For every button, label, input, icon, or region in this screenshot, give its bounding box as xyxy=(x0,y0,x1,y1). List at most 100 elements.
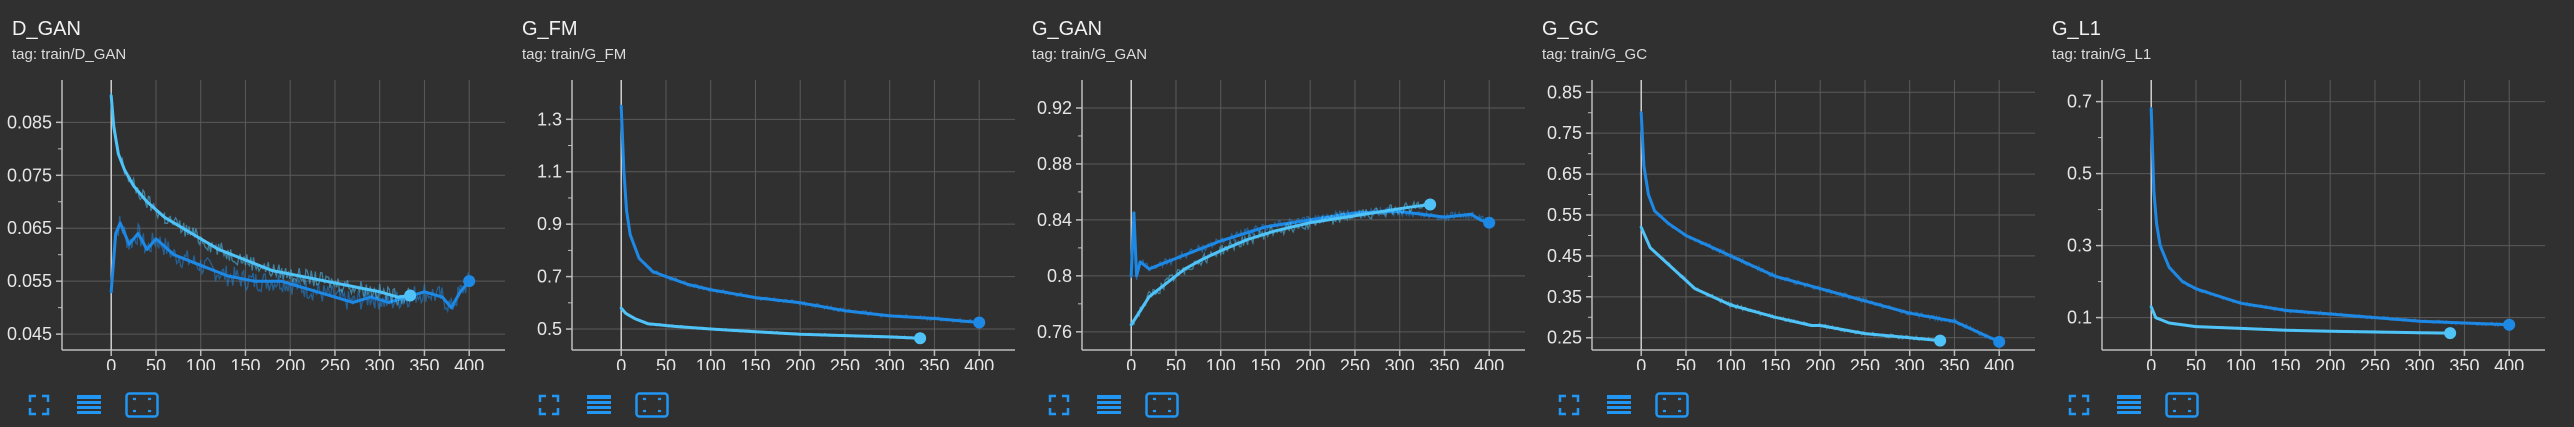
x-tick-label: 0 xyxy=(616,356,626,370)
series-line[interactable] xyxy=(619,104,981,324)
fit-domain-icon[interactable] xyxy=(124,390,160,420)
y-tick-label: 0.85 xyxy=(1547,82,1582,102)
line-chart[interactable]: 0.045 0.055 0.065 0.075 0.085 0 50 100 150 200 250… xyxy=(0,70,510,370)
series-end-marker[interactable] xyxy=(2444,327,2457,340)
fullscreen-icon[interactable] xyxy=(2064,390,2094,420)
x-tick-label: 150 xyxy=(740,356,770,370)
y-tick-label: 0.65 xyxy=(1547,164,1582,184)
series-line[interactable] xyxy=(2149,107,2511,327)
x-tick-label: 400 xyxy=(1474,356,1504,370)
fullscreen-icon[interactable] xyxy=(24,390,54,420)
series-end-marker[interactable] xyxy=(973,316,986,329)
series-line[interactable] xyxy=(109,221,471,310)
data-table-icon[interactable] xyxy=(1094,390,1124,420)
chart-title: D_GAN xyxy=(12,18,81,40)
series-end-marker[interactable] xyxy=(1483,216,1496,229)
fullscreen-icon[interactable] xyxy=(1044,390,1074,420)
x-tick-label: 150 xyxy=(1760,356,1790,370)
x-tick-label: 0 xyxy=(1636,356,1646,370)
data-table-icon[interactable] xyxy=(2114,390,2144,420)
x-tick-label: 200 xyxy=(785,356,815,370)
series-line[interactable] xyxy=(1639,111,2001,344)
series-end-marker[interactable] xyxy=(1934,334,1947,347)
y-tick-label: 0.9 xyxy=(537,214,562,234)
x-tick-label: 350 xyxy=(1429,356,1459,370)
data-table-icon[interactable] xyxy=(1604,390,1634,420)
x-tick-label: 150 xyxy=(230,356,260,370)
series-line[interactable] xyxy=(1639,225,1942,343)
chart-title: G_FM xyxy=(522,18,578,40)
fit-domain-icon[interactable] xyxy=(634,390,670,420)
x-tick-label: 150 xyxy=(2270,356,2300,370)
chart-tag: tag: train/G_GC xyxy=(1542,46,1648,63)
line-chart[interactable]: 0.5 0.7 0.9 1.1 1.3 0 50 100 150 200 250 300 350 400 xyxy=(510,70,1020,370)
x-tick-label: 250 xyxy=(320,356,350,370)
y-tick-label: 0.55 xyxy=(1547,205,1582,225)
y-tick-label: 0.76 xyxy=(1037,322,1072,342)
line-chart[interactable]: 0.1 0.3 0.5 0.7 0 50 100 150 200 250 300 350 400 xyxy=(2040,70,2550,370)
card-toolbar xyxy=(2064,390,2200,420)
x-tick-label: 150 xyxy=(1250,356,1280,370)
series-end-marker[interactable] xyxy=(404,289,417,302)
x-tick-label: 100 xyxy=(696,356,726,370)
y-tick-label: 0.065 xyxy=(7,218,52,238)
x-tick-label: 50 xyxy=(2186,356,2206,370)
x-tick-label: 300 xyxy=(365,356,395,370)
x-tick-label: 350 xyxy=(2449,356,2479,370)
series-line[interactable] xyxy=(619,306,922,340)
series-line[interactable] xyxy=(1129,203,1432,327)
chart-tag: tag: train/G_GAN xyxy=(1032,46,1148,63)
line-chart[interactable]: 0.25 0.35 0.45 0.55 0.65 0.75 0.85 0 50 100 150 200… xyxy=(1530,70,2040,370)
series-end-marker[interactable] xyxy=(463,275,476,288)
fit-domain-icon[interactable] xyxy=(1654,390,1690,420)
data-table-icon[interactable] xyxy=(584,390,614,420)
series-end-marker[interactable] xyxy=(2503,318,2516,331)
fit-domain-icon[interactable] xyxy=(2164,390,2200,420)
y-tick-label: 0.085 xyxy=(7,112,52,132)
x-tick-label: 200 xyxy=(1295,356,1325,370)
y-tick-label: 0.35 xyxy=(1547,287,1582,307)
x-tick-label: 300 xyxy=(875,356,905,370)
fullscreen-icon[interactable] xyxy=(534,390,564,420)
x-tick-label: 250 xyxy=(2360,356,2390,370)
chart-tag: tag: train/G_FM xyxy=(522,46,627,63)
series-end-marker[interactable] xyxy=(914,332,927,345)
x-tick-label: 350 xyxy=(919,356,949,370)
series-line[interactable] xyxy=(2149,305,2452,335)
data-table-icon[interactable] xyxy=(74,390,104,420)
x-tick-label: 50 xyxy=(656,356,676,370)
y-tick-label: 0.3 xyxy=(2067,236,2092,256)
y-tick-label: 0.1 xyxy=(2067,308,2092,328)
y-tick-label: 0.92 xyxy=(1037,98,1072,118)
series-end-marker[interactable] xyxy=(1993,335,2006,348)
series-line[interactable] xyxy=(1129,210,1491,278)
y-tick-label: 0.7 xyxy=(2067,92,2092,112)
x-tick-label: 50 xyxy=(1676,356,1696,370)
chart-card: G_L1 tag: train/G_L1 0.1 0.3 0.5 0.7 0 50 100 150… xyxy=(2040,0,2550,427)
card-toolbar xyxy=(534,390,670,420)
card-toolbar xyxy=(1044,390,1180,420)
x-tick-label: 250 xyxy=(1340,356,1370,370)
x-tick-label: 200 xyxy=(275,356,305,370)
y-tick-label: 0.8 xyxy=(1047,266,1072,286)
fit-domain-icon[interactable] xyxy=(1144,390,1180,420)
line-chart[interactable]: 0.76 0.8 0.84 0.88 0.92 0 50 100 150 200 250 300 350… xyxy=(1020,70,1530,370)
y-tick-label: 0.5 xyxy=(2067,164,2092,184)
x-tick-label: 0 xyxy=(1126,356,1136,370)
x-tick-label: 50 xyxy=(1166,356,1186,370)
series-line[interactable] xyxy=(109,94,412,299)
series-end-marker[interactable] xyxy=(1424,198,1437,211)
y-tick-label: 0.88 xyxy=(1037,154,1072,174)
chart-title: G_GAN xyxy=(1032,18,1103,40)
x-tick-label: 100 xyxy=(2226,356,2256,370)
chart-card: G_GC tag: train/G_GC 0.25 0.35 0.45 0.55 0.65 0… xyxy=(1530,0,2040,427)
x-tick-label: 100 xyxy=(186,356,216,370)
x-tick-label: 300 xyxy=(1385,356,1415,370)
x-tick-label: 200 xyxy=(1805,356,1835,370)
x-tick-label: 100 xyxy=(1716,356,1746,370)
y-tick-label: 0.5 xyxy=(537,319,562,339)
x-tick-label: 0 xyxy=(106,356,116,370)
fullscreen-icon[interactable] xyxy=(1554,390,1584,420)
y-tick-label: 1.3 xyxy=(537,109,562,129)
